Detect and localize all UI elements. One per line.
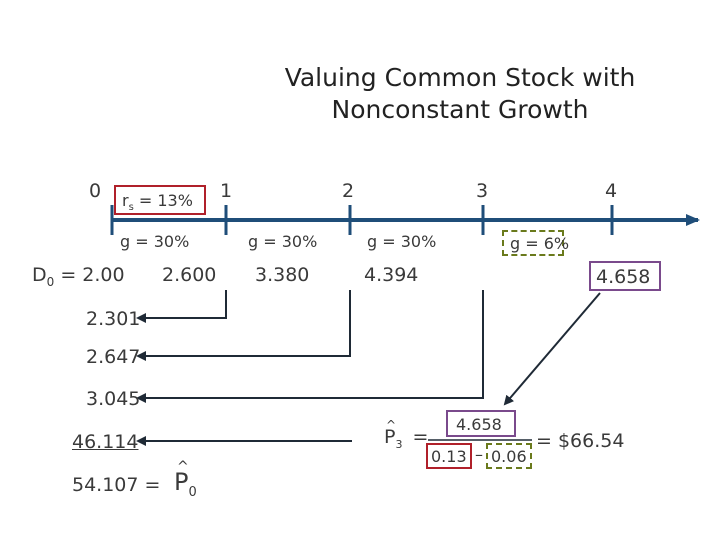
p3-symbol: P ^ 3 = [384,418,429,451]
growth-rate-4: g = 6% [502,230,569,256]
total-value: 54.107 = [72,474,161,496]
terminal-result: = $66.54 [536,430,625,452]
growth-rate-1: g = 30% [120,232,190,251]
dividend-d3: 4.394 [364,264,419,286]
p0-symbol: P ^ 0 [174,459,197,500]
dividend-d2: 3.380 [255,264,310,286]
discount-arrow-d3 [136,290,484,403]
period-label-3: 3 [476,180,489,202]
period-label-2: 2 [342,180,355,202]
terminal-arrow [503,292,601,406]
terminal-denom-rs: 0.13 [426,443,472,469]
dividend-d0: D0 = 2.00 [32,264,125,289]
pv-d3: 3.045 [86,388,141,410]
discount-arrow-d1 [136,290,227,323]
terminal-denom-g: 0.06 [486,443,532,469]
terminal-minus: – [475,445,483,464]
discount-arrow-d2 [136,290,351,361]
pv-d1: 2.301 [86,308,141,330]
dividend-d4: 4.658 [589,261,661,291]
growth-rate-3: g = 30% [367,232,437,251]
period-label-4: 4 [605,180,618,202]
required-return-box: rs = 13% [114,185,206,215]
growth-rate-2: g = 30% [248,232,318,251]
slide-title: Valuing Common Stock with Nonconstant Gr… [284,63,636,124]
pv-d2: 2.647 [86,346,141,368]
period-label-0: 0 [89,180,102,202]
period-label-1: 1 [220,180,233,202]
terminal-numerator: 4.658 [446,410,516,437]
dividend-d1: 2.600 [162,264,217,286]
pv-terminal: 46.114 [72,431,139,453]
